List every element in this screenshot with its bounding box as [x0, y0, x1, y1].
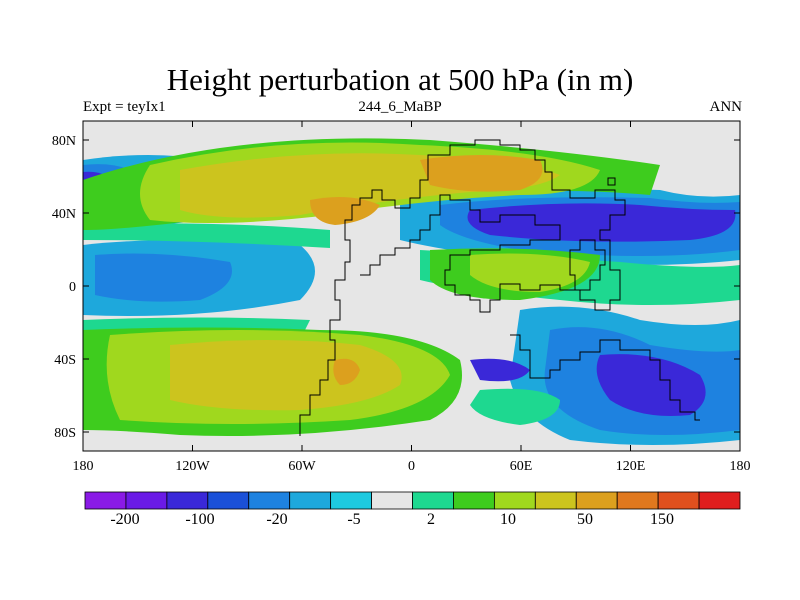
- colorbar-box: [125, 491, 168, 510]
- colorbar-label: 2: [427, 511, 435, 528]
- y-tick-label: 40N: [52, 207, 76, 222]
- colorbar-label: 10: [500, 511, 516, 528]
- plot-title: Height perturbation at 500 hPa (in m): [166, 62, 634, 97]
- colorbar-box: [248, 491, 291, 510]
- colorbar-box: [207, 491, 250, 510]
- x-tick-label: 180: [73, 459, 94, 474]
- height-field: [83, 121, 740, 451]
- field-orange: [310, 155, 543, 385]
- period-label: 244_6_MaBP: [358, 99, 442, 115]
- y-tick-label: 80S: [54, 426, 76, 441]
- colorbar-labels: -200 -100 -20 -5 2 10 50 150: [110, 511, 674, 528]
- colorbar-box: [698, 491, 741, 510]
- colorbar-label: -100: [185, 511, 214, 528]
- y-tick-labels: 80N 40N 0 40S 80S: [52, 134, 76, 441]
- colorbar-box: [575, 491, 618, 510]
- y-tick-label: 80N: [52, 134, 76, 149]
- x-tick-label: 0: [408, 459, 415, 474]
- colorbar-box: [289, 491, 332, 510]
- colorbar-box: [371, 491, 413, 510]
- colorbar-label: -5: [347, 511, 360, 528]
- x-tick-labels: 180 120W 60W 0 60E 120E 180: [73, 459, 751, 474]
- season-label: ANN: [709, 99, 743, 115]
- colorbar-box: [493, 491, 536, 510]
- tick-marks: [82, 121, 741, 451]
- colorbar-box: [330, 491, 372, 510]
- colorbar-label: -20: [266, 511, 287, 528]
- colorbar: [84, 491, 741, 510]
- colorbar-box: [84, 491, 127, 510]
- colorbar-label: 150: [650, 511, 674, 528]
- x-tick-label: 60W: [288, 459, 316, 474]
- colorbar-box: [616, 491, 659, 510]
- colorbar-box: [657, 491, 700, 510]
- x-tick-label: 120E: [616, 459, 646, 474]
- x-tick-label: 120W: [175, 459, 210, 474]
- x-tick-label: 60E: [510, 459, 533, 474]
- colorbar-box: [534, 491, 577, 510]
- colorbar-box: [453, 491, 495, 510]
- experiment-label: Expt = teyIx1: [83, 99, 166, 115]
- x-tick-label: 180: [730, 459, 751, 474]
- y-tick-label: 40S: [54, 353, 76, 368]
- colorbar-box: [412, 491, 454, 510]
- coastlines: [299, 139, 700, 436]
- colorbar-label: -200: [110, 511, 139, 528]
- y-tick-label: 0: [69, 280, 76, 295]
- colorbar-box: [166, 491, 209, 510]
- colorbar-label: 50: [577, 511, 593, 528]
